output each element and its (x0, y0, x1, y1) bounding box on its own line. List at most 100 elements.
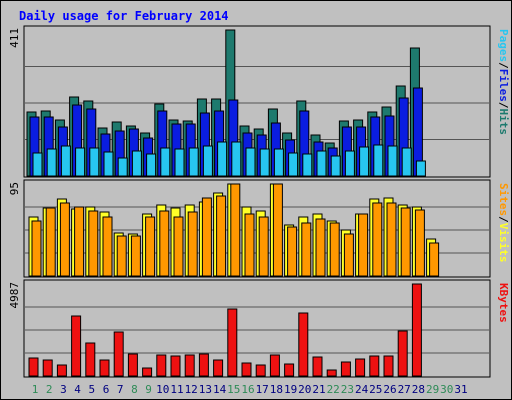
kbytes-ymax-label: 4987 (8, 282, 21, 309)
kbytes-legend-entry: KBytes (497, 283, 510, 323)
kbytes-bar-kbytes-day-1 (28, 357, 39, 377)
x-tick-day-11: 11 (170, 383, 183, 396)
traffic-bar-pages-day-13 (202, 145, 213, 177)
traffic-bar-pages-day-20 (302, 153, 313, 177)
traffic-bar-pages-day-11 (174, 148, 185, 177)
kbytes-bar-kbytes-day-20 (298, 312, 309, 377)
traffic-bar-pages-day-19 (288, 152, 299, 177)
x-tick-day-28: 28 (412, 383, 425, 396)
kbytes-side-label: KBytes (497, 283, 510, 323)
visitors-legend-entry: Sites (497, 183, 510, 216)
x-tick-day-26: 26 (383, 383, 396, 396)
x-tick-day-31: 31 (454, 383, 467, 396)
traffic-bar-pages-day-12 (188, 147, 199, 177)
traffic-bar-pages-day-7 (117, 157, 128, 177)
traffic-bar-pages-day-25 (373, 144, 384, 177)
traffic-legend-entry: / (497, 102, 510, 109)
x-tick-day-2: 2 (46, 383, 53, 396)
visitors-bar-sites-day-28 (414, 209, 425, 277)
visitors-bar-sites-day-17 (258, 216, 269, 277)
chart-title: Daily usage for February 2014 (19, 9, 229, 23)
traffic-bar-pages-day-1 (32, 152, 43, 177)
kbytes-bar-kbytes-day-16 (241, 362, 252, 377)
x-tick-day-23: 23 (341, 383, 354, 396)
visitors-bar-sites-day-4 (74, 206, 85, 277)
traffic-bar-pages-day-14 (217, 141, 228, 177)
visitors-bar-sites-day-1 (31, 220, 42, 277)
traffic-legend-entry: Files (497, 69, 510, 102)
visitors-bar-sites-day-25 (372, 202, 383, 277)
x-tick-day-19: 19 (284, 383, 297, 396)
x-tick-day-10: 10 (156, 383, 169, 396)
kbytes-bar-kbytes-day-22 (326, 369, 337, 377)
traffic-bar-pages-day-21 (316, 150, 327, 177)
visitors-bar-sites-day-8 (130, 235, 141, 277)
x-tick-day-8: 8 (131, 383, 138, 396)
kbytes-bar-kbytes-day-28 (411, 283, 422, 377)
visitors-bar-sites-day-3 (59, 202, 70, 277)
kbytes-bar-kbytes-day-23 (340, 361, 351, 377)
traffic-legend-entry: Hits (497, 109, 510, 136)
kbytes-bar-kbytes-day-26 (383, 355, 394, 377)
kbytes-bar-kbytes-day-25 (369, 355, 380, 377)
visitors-bar-sites-day-21 (315, 218, 326, 277)
traffic-bar-pages-day-28 (415, 160, 426, 177)
visitors-bar-sites-day-20 (301, 222, 312, 277)
traffic-bar-pages-day-3 (60, 145, 71, 177)
traffic-bar-pages-day-2 (46, 148, 57, 177)
traffic-bar-pages-day-18 (273, 148, 284, 177)
visitors-bar-sites-day-16 (244, 213, 255, 277)
kbytes-bar-kbytes-day-13 (198, 353, 209, 377)
kbytes-bar-kbytes-day-24 (355, 358, 366, 377)
visitors-bar-sites-day-23 (343, 233, 354, 277)
kbytes-bar-kbytes-day-12 (184, 354, 195, 377)
traffic-bar-pages-day-26 (387, 145, 398, 177)
visitors-bar-sites-day-10 (159, 210, 170, 277)
visitors-bar-sites-day-22 (329, 222, 340, 277)
kbytes-bar-kbytes-day-14 (213, 359, 224, 377)
kbytes-bar-kbytes-day-2 (42, 359, 53, 377)
visitors-bar-sites-day-24 (358, 213, 369, 277)
kbytes-bar-kbytes-day-11 (170, 355, 181, 377)
kbytes-bar-kbytes-day-21 (312, 356, 323, 377)
x-tick-day-21: 21 (312, 383, 325, 396)
x-tick-day-1: 1 (32, 383, 39, 396)
visitors-bar-sites-day-2 (45, 207, 56, 277)
x-tick-day-29: 29 (426, 383, 439, 396)
visitors-bar-sites-day-18 (272, 183, 283, 277)
kbytes-bar-kbytes-day-15 (227, 308, 238, 377)
visitors-bar-sites-day-5 (88, 210, 99, 277)
traffic-bar-pages-day-22 (330, 155, 341, 177)
visitors-bar-sites-day-14 (216, 195, 227, 277)
traffic-bar-pages-day-5 (89, 147, 100, 177)
visitors-legend-entry: Visits (497, 223, 510, 263)
visitors-side-label: Sites/Visits (497, 183, 510, 263)
visitors-bar-sites-day-19 (287, 226, 298, 277)
visitors-bar-sites-day-15 (230, 183, 241, 277)
traffic-bar-pages-day-8 (131, 150, 142, 177)
kbytes-bar-kbytes-day-10 (156, 354, 167, 377)
x-tick-day-15: 15 (227, 383, 240, 396)
visitors-bar-sites-day-11 (173, 216, 184, 277)
kbytes-bar-kbytes-day-4 (71, 315, 82, 377)
x-tick-day-6: 6 (103, 383, 110, 396)
x-tick-day-5: 5 (88, 383, 95, 396)
traffic-legend-entry: Pages (497, 29, 510, 62)
x-tick-day-16: 16 (241, 383, 254, 396)
kbytes-bar-kbytes-day-19 (284, 363, 295, 377)
kbytes-bar-kbytes-day-6 (99, 359, 110, 377)
x-tick-day-13: 13 (199, 383, 212, 396)
x-tick-day-7: 7 (117, 383, 124, 396)
visitors-bar-sites-day-12 (187, 211, 198, 277)
kbytes-bar-kbytes-day-8 (127, 353, 138, 377)
x-tick-day-17: 17 (256, 383, 269, 396)
x-tick-day-14: 14 (213, 383, 227, 396)
traffic-side-label: Pages/Files/Hits (497, 29, 510, 135)
traffic-bar-pages-day-27 (401, 147, 412, 177)
visitors-bar-sites-day-27 (400, 207, 411, 277)
x-tick-day-20: 20 (298, 383, 311, 396)
x-tick-day-30: 30 (440, 383, 453, 396)
x-tick-day-25: 25 (369, 383, 382, 396)
traffic-bar-pages-day-16 (245, 147, 256, 177)
